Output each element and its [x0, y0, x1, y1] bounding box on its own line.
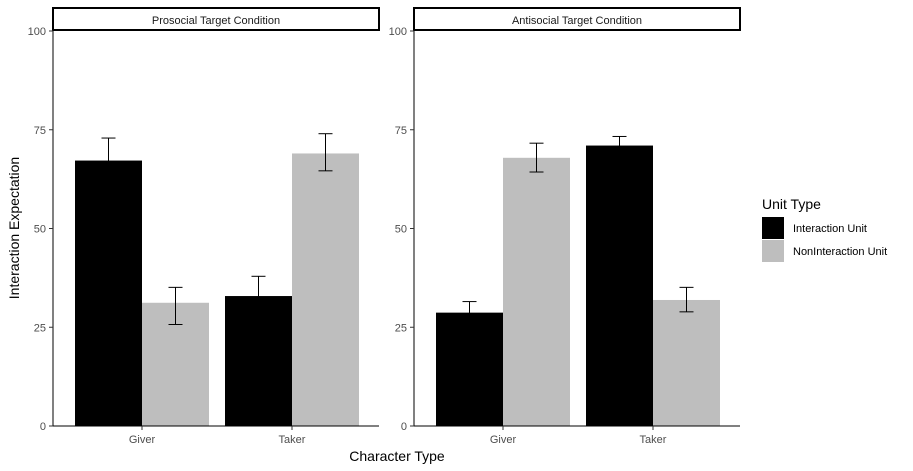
y-tick-label: 25	[395, 322, 407, 334]
panel-2: Antisocial Target Condition 0 25 50 75 100 Giv…	[389, 7, 741, 446]
bar	[586, 145, 653, 427]
y-tick-label: 75	[395, 125, 407, 137]
error-bar	[529, 142, 544, 173]
error-bar	[101, 137, 116, 181]
error-bar	[251, 275, 266, 316]
panel-strip	[413, 7, 741, 31]
legend-label: NonInteraction Unit	[793, 246, 887, 258]
panel-1: Prosocial Target Condition 0 25 50 75 100 Give…	[28, 7, 380, 446]
legend-swatch	[762, 240, 784, 262]
panel-strip	[52, 7, 380, 31]
legend-label: Interaction Unit	[793, 223, 867, 235]
y-tick-label: 50	[395, 224, 407, 236]
error-bar	[462, 301, 477, 324]
error-bar	[318, 133, 333, 172]
legend-item: NonInteraction Unit	[762, 240, 887, 262]
x-tick-label: Taker	[279, 434, 306, 446]
y-tick-label: 0	[40, 421, 46, 433]
y-tick-label: 50	[34, 224, 46, 236]
bar	[436, 312, 503, 426]
y-tick-label: 100	[28, 26, 46, 38]
legend-swatch	[762, 217, 784, 239]
panel-title: Antisocial Target Condition	[512, 15, 642, 27]
x-tick-label: Giver	[490, 434, 517, 446]
error-bar	[679, 286, 694, 313]
error-bar	[612, 135, 627, 155]
x-tick-label: Taker	[640, 434, 667, 446]
y-tick-label: 25	[34, 322, 46, 334]
y-tick-label: 75	[34, 125, 46, 137]
bar	[225, 296, 292, 426]
x-tick-label: Giver	[129, 434, 156, 446]
legend-title: Unit Type	[762, 196, 821, 212]
bar	[653, 299, 720, 426]
y-tick-label: 0	[401, 421, 407, 433]
bar	[75, 160, 142, 426]
legend: Unit Type Interaction Unit NonInteraction…	[762, 196, 887, 262]
legend-item: Interaction Unit	[762, 217, 867, 239]
error-bar	[168, 286, 183, 325]
bar	[292, 153, 359, 426]
x-axis-title: Character Type	[349, 448, 445, 464]
bar	[503, 157, 570, 427]
panel-title: Prosocial Target Condition	[152, 15, 280, 27]
y-tick-label: 100	[389, 26, 407, 38]
y-axis-title: Interaction Expectation	[6, 157, 22, 299]
